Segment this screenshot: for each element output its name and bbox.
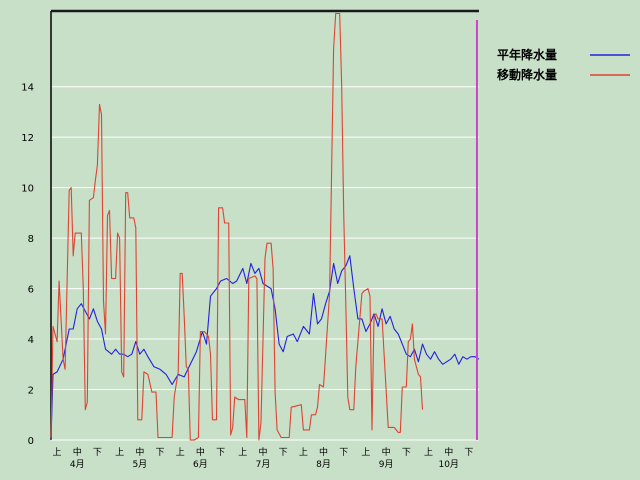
x-month-label: 10月	[438, 459, 458, 470]
series-lines	[50, 12, 480, 441]
y-tick-label: 2	[28, 386, 34, 397]
x-dekad-label: 中	[258, 446, 267, 458]
x-dekad-label: 上	[361, 447, 370, 458]
x-month-label: 9月	[379, 459, 394, 470]
y-tick-label: 14	[21, 83, 34, 94]
x-dekad-label: 上	[424, 447, 433, 458]
x-dekad-label: 中	[196, 446, 205, 458]
x-dekad-label: 下	[156, 448, 165, 458]
x-dekad-label: 上	[299, 447, 308, 458]
x-month-label: 6月	[193, 459, 208, 470]
x-dekad-label: 中	[73, 446, 82, 458]
x-dekad-label: 下	[216, 448, 225, 458]
x-dekad-label: 下	[93, 448, 102, 458]
x-dekad-label: 下	[279, 448, 288, 458]
x-dekad-label: 下	[464, 448, 473, 458]
y-tick-label: 8	[28, 234, 34, 245]
y-axis: 0 2 4 6 8 10 12 14	[21, 9, 479, 447]
x-dekad-label: 中	[135, 446, 144, 458]
x-dekad-label: 中	[444, 446, 453, 458]
x-dekad-label: 下	[402, 448, 411, 458]
y-tick-label: 6	[28, 285, 34, 296]
x-dekad-label: 中	[382, 446, 391, 458]
legend-label: 移動降水量	[497, 67, 557, 82]
x-axis: 上中下上中下上中下上中下上中下上中下上中下4月 5月 6月 7月 8月 9月 10月	[51, 439, 479, 470]
y-tick-label: 12	[21, 133, 34, 144]
legend-label: 平年降水量	[497, 47, 557, 62]
gridlines	[51, 86, 479, 391]
x-dekad-label: 下	[339, 448, 348, 458]
x-month-label: 5月	[132, 459, 147, 470]
x-dekad-label: 上	[238, 447, 247, 458]
x-month-label: 4月	[70, 459, 85, 470]
y-tick-label: 10	[21, 184, 34, 195]
x-dekad-label: 上	[176, 447, 185, 458]
x-dekad-label: 中	[319, 446, 328, 458]
series-line-2	[50, 12, 424, 441]
x-dekad-label: 上	[53, 447, 62, 458]
x-month-label: 7月	[256, 459, 271, 470]
x-month-label: 8月	[316, 459, 331, 470]
y-tick-label: 0	[28, 436, 34, 447]
y-tick-label: 4	[28, 335, 34, 346]
x-dekad-label: 上	[115, 447, 124, 458]
